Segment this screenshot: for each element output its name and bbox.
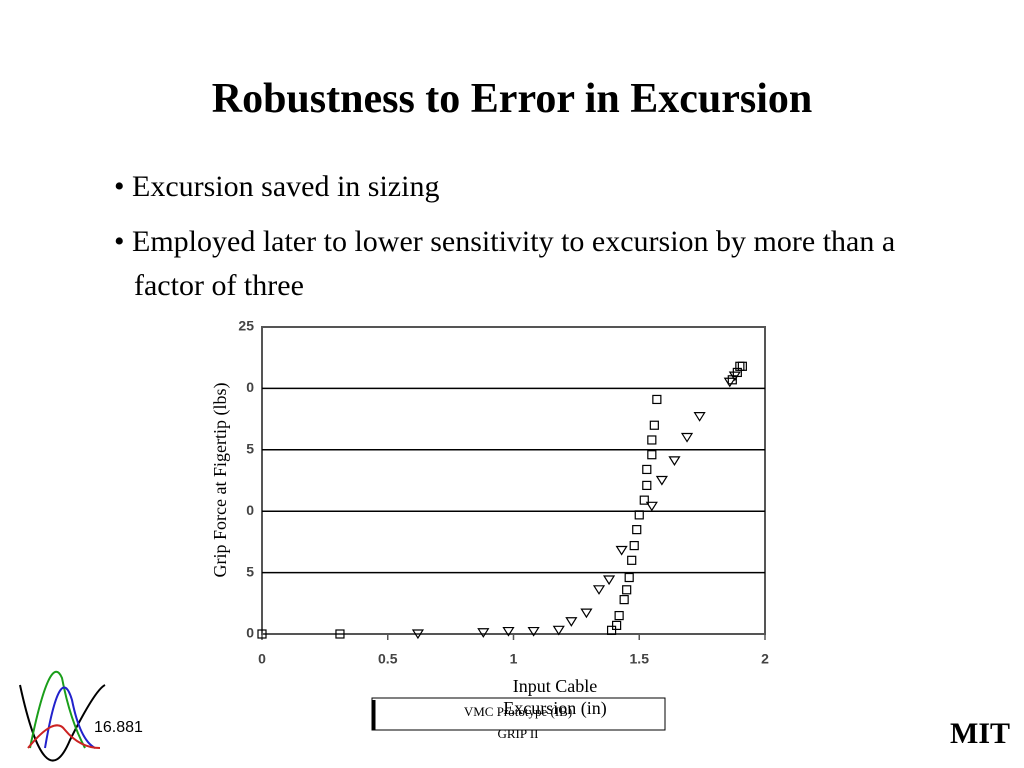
point xyxy=(592,585,606,595)
point xyxy=(723,377,736,388)
x-axis-label: Input Cable Excursion (in) xyxy=(503,676,607,718)
x-tick-label: 0 xyxy=(258,651,266,667)
point xyxy=(652,394,662,405)
point xyxy=(615,545,628,556)
point xyxy=(693,412,706,422)
legend-box xyxy=(371,697,666,731)
plot-frame xyxy=(261,326,766,635)
logo xyxy=(19,670,106,762)
y-axis-label: Grip Force at Figertip (lbs) xyxy=(210,383,231,578)
point xyxy=(735,361,745,371)
bullet: • Excursion saved in sizing xyxy=(114,170,440,203)
course-number: 16.881 xyxy=(94,719,143,736)
y-tick-label: 0 xyxy=(246,379,254,395)
point xyxy=(642,464,652,475)
bullet: • Employed later to lower sensitivity to… xyxy=(114,225,896,302)
x-tick-label: 2 xyxy=(761,651,769,667)
point xyxy=(622,585,632,595)
y-tick-label: 25 xyxy=(238,318,254,334)
point xyxy=(668,456,681,466)
point xyxy=(680,432,694,443)
x-tick-label: 1 xyxy=(510,651,518,667)
point xyxy=(335,629,345,639)
point xyxy=(649,420,659,430)
point xyxy=(624,572,634,583)
point xyxy=(634,510,644,520)
point xyxy=(632,525,642,535)
y-tick-label: 5 xyxy=(246,563,254,579)
point xyxy=(614,610,624,621)
slide-title: Robustness to Error in Excursion xyxy=(211,76,813,122)
point xyxy=(612,620,622,631)
legend-label: VMC Prototype (IB) xyxy=(464,704,572,719)
y-tick-label: 5 xyxy=(246,441,254,457)
y-tick-label: 0 xyxy=(246,502,254,518)
point xyxy=(602,575,616,586)
x-tick-label: 1.5 xyxy=(630,651,650,667)
point xyxy=(502,626,515,637)
point xyxy=(647,450,657,460)
point xyxy=(647,435,657,445)
point xyxy=(619,595,629,605)
point xyxy=(627,555,637,565)
org: MIT xyxy=(950,717,1010,750)
point xyxy=(565,617,578,627)
point xyxy=(737,361,747,371)
point xyxy=(606,625,617,635)
point xyxy=(642,480,652,491)
point xyxy=(728,371,741,382)
x-tick-label: 0.5 xyxy=(378,651,398,667)
point xyxy=(629,540,639,551)
y-tick-label: 0 xyxy=(246,625,254,641)
point xyxy=(639,495,649,505)
point xyxy=(645,501,658,512)
point xyxy=(257,629,267,639)
point xyxy=(477,628,490,638)
point xyxy=(552,625,565,636)
legend-label: GRIP II xyxy=(497,726,538,741)
point xyxy=(411,629,425,640)
point xyxy=(527,626,540,637)
point xyxy=(580,608,593,619)
point xyxy=(655,475,668,486)
